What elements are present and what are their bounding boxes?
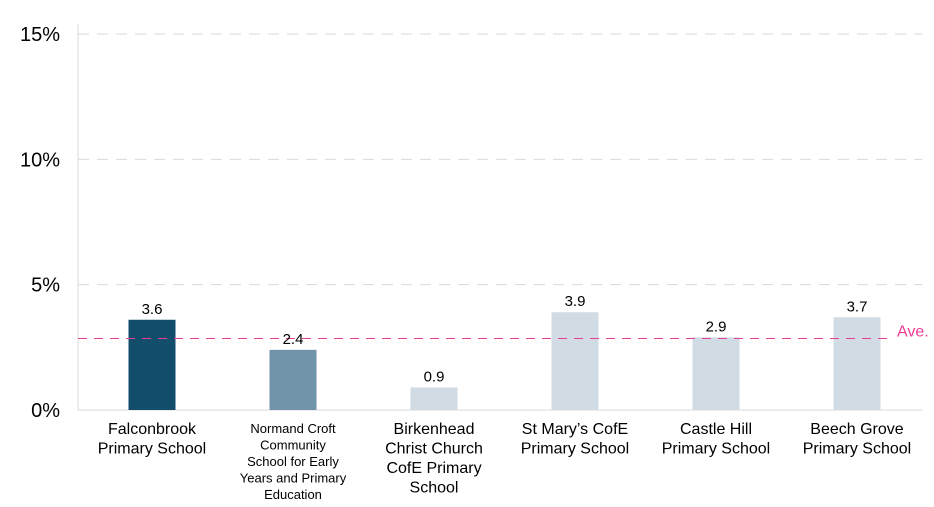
value-label: 2.9 [706, 318, 727, 335]
category-label: Castle Hill [680, 421, 752, 438]
category-label: School for Early [247, 454, 339, 469]
value-label: 2.4 [283, 331, 304, 348]
category-labels: Falconbrook Primary School Normand Croft Co… [98, 421, 911, 502]
y-tick-label: 0% [31, 400, 60, 422]
bar [269, 349, 317, 410]
category-label: School [410, 480, 459, 497]
bars [128, 312, 881, 410]
y-tick-label: 10% [20, 149, 60, 171]
category-label: Education [264, 487, 322, 502]
bar [128, 319, 176, 410]
average-line-group: Ave. [78, 324, 929, 341]
category-label: St Mary’s CofE [522, 421, 628, 438]
bar [833, 317, 881, 410]
category-label: Normand Croft [250, 421, 336, 436]
category-label: Falconbrook [108, 421, 197, 438]
average-label: Ave. [897, 324, 929, 341]
gridlines [78, 33, 922, 286]
value-label: 3.6 [142, 301, 163, 318]
category-label: Years and Primary [240, 471, 347, 486]
category-label: Christ Church [385, 441, 483, 458]
category-label: Primary School [98, 441, 206, 458]
value-label: 0.9 [424, 368, 445, 385]
category-label: Community [260, 438, 326, 453]
bar [551, 312, 599, 410]
y-tick-label: 15% [20, 24, 60, 46]
category-label: Primary School [803, 441, 911, 458]
category-label: Primary School [662, 441, 770, 458]
y-axis: 0% 5% 10% 15% [20, 24, 922, 422]
bar [410, 387, 458, 410]
category-label: CofE Primary [386, 460, 481, 477]
bar [692, 337, 740, 410]
category-label: Birkenhead [394, 421, 475, 438]
y-tick-label: 5% [31, 275, 60, 297]
category-label: Beech Grove [810, 421, 903, 438]
value-label: 3.9 [565, 293, 586, 310]
value-labels: 3.6 2.4 0.9 3.9 2.9 3.7 [142, 293, 868, 385]
value-label: 3.7 [847, 298, 868, 315]
category-label: Primary School [521, 441, 629, 458]
